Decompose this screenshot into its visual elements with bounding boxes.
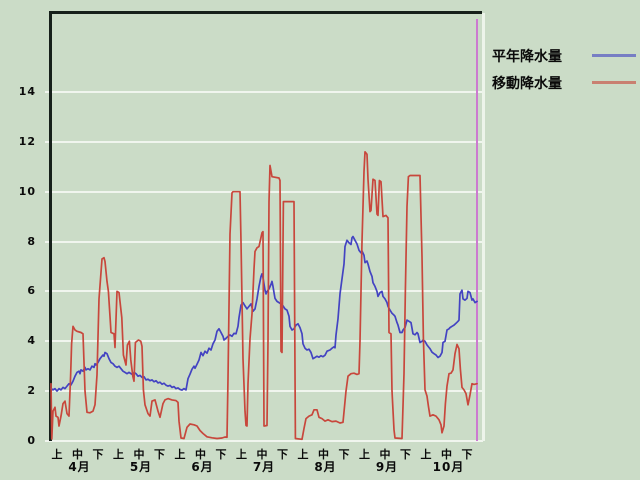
gridline-10 (51, 190, 483, 193)
x-axis-month-label-10月: 10月 (432, 460, 465, 474)
gridline-12 (51, 140, 483, 143)
y-tick-4 (45, 340, 52, 343)
x-axis-period-label-4月-上: 上 (51, 448, 63, 461)
y-tick-6 (45, 290, 52, 293)
normal-precipitation-line (50, 235, 478, 392)
x-axis-month-label-9月: 9月 (375, 460, 399, 474)
y-axis-label-12: 12 (18, 134, 36, 148)
y-axis-label-0: 0 (27, 434, 36, 447)
legend-line-sample-red (592, 81, 636, 84)
x-axis-period-label-7月-下: 下 (277, 448, 288, 461)
y-axis-label-2: 2 (27, 384, 36, 398)
legend-label-moving-precipitation: 移動降水量 (492, 75, 562, 92)
x-axis-period-label-6月-上: 上 (174, 448, 186, 461)
x-axis-period-label-6月-下: 下 (215, 448, 227, 461)
gridline-8 (51, 240, 483, 243)
moving-precipitation-line (50, 150, 478, 441)
y-tick-2 (45, 390, 52, 393)
x-axis-month-label-8月: 8月 (314, 460, 337, 474)
legend-line-sample-blue (592, 54, 636, 57)
x-axis-period-label-9月-上: 上 (359, 448, 370, 461)
x-axis-period-label-10月-中: 中 (441, 448, 452, 461)
gridline-0 (51, 440, 483, 442)
y-axis-label-8: 8 (27, 234, 36, 248)
legend-row-normal-precipitation: 平年降水量 (492, 42, 636, 69)
y-axis-label-4: 4 (27, 334, 36, 348)
x-axis-period-label-5月-中: 中 (133, 448, 145, 461)
x-axis-month-label-6月: 6月 (191, 460, 214, 474)
y-axis-label-10: 10 (18, 184, 36, 198)
y-axis-label-14: 14 (18, 84, 36, 98)
x-axis-period-label-5月-下: 下 (154, 448, 165, 461)
y-tick-12 (45, 140, 52, 143)
x-axis-period-label-8月-上: 上 (297, 448, 309, 461)
legend-row-moving-precipitation: 移動降水量 (492, 69, 636, 96)
x-axis-period-label-4月-下: 下 (92, 448, 104, 461)
gridline-14 (51, 90, 483, 93)
x-axis-period-label-7月-上: 上 (236, 448, 247, 461)
x-axis-period-label-7月-中: 中 (256, 448, 268, 461)
x-axis-period-label-8月-中: 中 (318, 448, 329, 461)
x-axis-period-label-9月-下: 下 (400, 448, 411, 461)
x-axis-month-label-4月: 4月 (68, 460, 91, 474)
legend: 平年降水量 移動降水量 (492, 42, 636, 96)
x-axis-period-label-8月-下: 下 (338, 448, 350, 461)
x-axis-period-label-10月-上: 上 (420, 448, 432, 461)
x-axis-month-label-5月: 5月 (129, 460, 153, 474)
x-axis-period-label-9月-中: 中 (379, 448, 391, 461)
gridline-4 (51, 340, 483, 343)
y-tick-14 (45, 90, 52, 93)
y-tick-10 (45, 190, 52, 193)
x-axis-period-label-10月-下: 下 (461, 448, 473, 461)
legend-label-normal-precipitation: 平年降水量 (492, 48, 562, 65)
x-axis-period-label-5月-上: 上 (113, 448, 124, 461)
x-axis-month-label-7月: 7月 (252, 460, 276, 474)
x-axis-period-label-6月-中: 中 (195, 448, 206, 461)
y-tick-0 (45, 440, 52, 442)
x-axis-period-label-4月-中: 中 (72, 448, 83, 461)
y-axis-label-6: 6 (27, 284, 36, 298)
y-tick-8 (45, 240, 52, 243)
